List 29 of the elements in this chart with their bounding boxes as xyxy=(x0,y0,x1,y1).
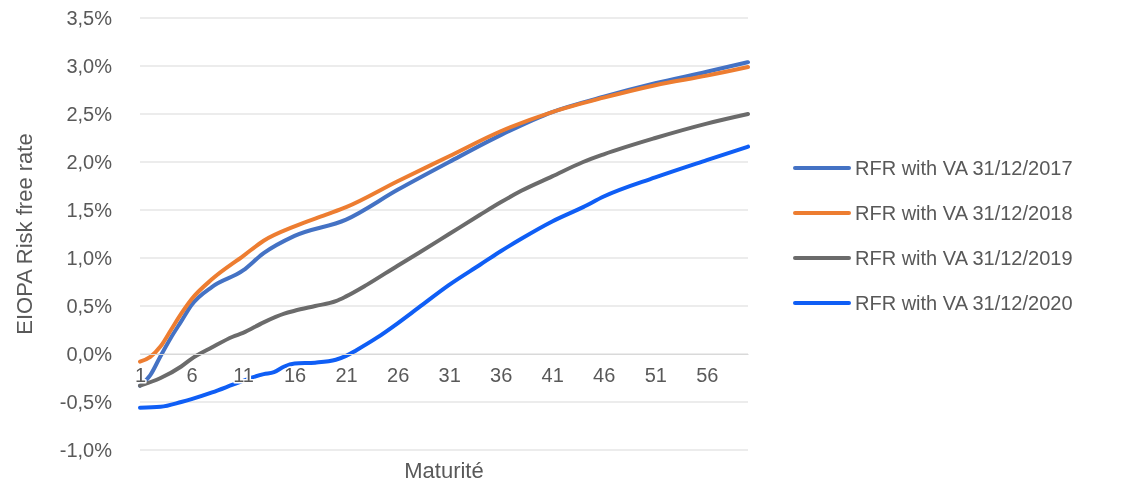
y-tick-label: -0,5% xyxy=(59,390,113,413)
x-tick-label: 46 xyxy=(593,364,616,387)
y-axis-title: EIOPA Risk free rate xyxy=(12,133,37,335)
x-tick-label: 56 xyxy=(696,364,719,387)
y-tick-label: 0,5% xyxy=(66,294,113,317)
x-tick-label: 51 xyxy=(644,364,667,387)
x-tick-label: 26 xyxy=(387,364,410,387)
x-tick-label: 6 xyxy=(186,364,198,387)
x-axis-title: Maturité xyxy=(404,458,484,483)
legend-label: RFR with VA 31/12/2017 xyxy=(855,157,1073,179)
y-tick-label: 2,5% xyxy=(66,102,113,125)
y-tick-label: 3,0% xyxy=(66,54,113,77)
y-tick-label: 0,0% xyxy=(66,342,113,365)
y-tick-label: 1,0% xyxy=(66,246,113,269)
y-tick-label: 1,5% xyxy=(66,198,113,221)
x-tick-label: 41 xyxy=(541,364,564,387)
line-series xyxy=(138,144,750,410)
legend-label: RFR with VA 31/12/2019 xyxy=(855,247,1073,269)
x-tick-label: 16 xyxy=(283,364,307,387)
y-tick-label: 2,0% xyxy=(66,150,113,173)
y-tick-label: 3,5% xyxy=(66,6,113,29)
legend-label: RFR with VA 31/12/2020 xyxy=(855,292,1073,314)
x-tick-label: 36 xyxy=(490,364,513,387)
legend-label: RFR with VA 31/12/2018 xyxy=(855,202,1073,224)
line-series xyxy=(138,112,750,388)
y-tick-label: -1,0% xyxy=(59,438,113,461)
x-tick-label: 1 xyxy=(134,364,147,387)
x-tick-label: 31 xyxy=(438,364,461,387)
x-tick-label: 21 xyxy=(335,364,358,387)
